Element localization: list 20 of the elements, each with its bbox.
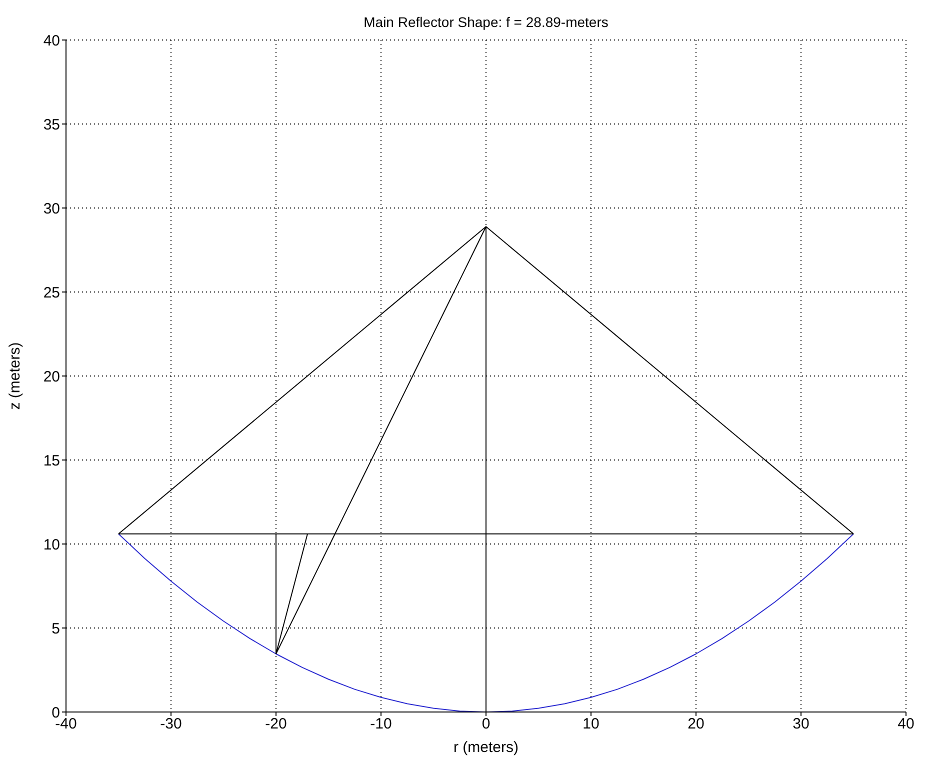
y-tick-label: 5 [52, 620, 60, 638]
x-axis-title: r (meters) [454, 739, 518, 756]
x-tick-label: 20 [688, 716, 704, 733]
y-axis-title: z (meters) [6, 342, 24, 410]
x-tick-label: 0 [482, 716, 490, 733]
chart-title: Main Reflector Shape: f = 28.89-meters [362, 14, 610, 30]
y-tick-label: 25 [43, 284, 60, 302]
y-tick-label: 15 [43, 452, 60, 470]
x-tick-label: 40 [898, 716, 914, 733]
x-tick-label: 10 [582, 716, 600, 733]
y-tick-label: 35 [43, 116, 60, 134]
y-tick-label: 40 [43, 32, 60, 50]
x-tick-label: -10 [370, 716, 392, 733]
x-tick-label: -30 [160, 716, 182, 733]
y-tick-label: 30 [43, 200, 60, 218]
y-tick-label: 0 [52, 704, 60, 722]
y-tick-label: 10 [43, 536, 60, 554]
y-tick-label: 20 [43, 368, 60, 386]
x-tick-label: -20 [265, 716, 287, 733]
x-tick-label: 30 [792, 716, 810, 733]
